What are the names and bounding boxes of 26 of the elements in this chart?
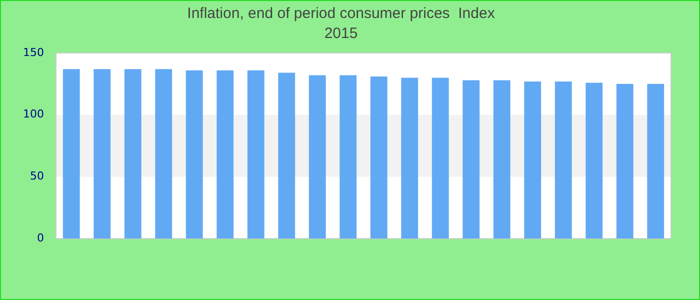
y-tick-label: 100 [22,108,44,121]
y-tick-label: 0 [36,231,44,244]
bar [432,78,449,239]
bar [216,70,234,239]
bar [493,80,510,239]
bar [616,84,634,239]
bar [586,82,603,239]
bar [340,75,357,239]
bar [155,69,172,239]
chart-subtitle: 2015 [324,25,358,42]
bar [62,69,80,239]
bar [524,81,542,239]
bar [308,75,326,239]
bar [186,70,203,239]
bar [462,80,480,239]
y-tick-label: 150 [22,46,44,59]
bar [554,81,572,239]
bar [278,72,296,239]
bar [647,84,664,239]
bar [124,69,142,239]
chart-title: Inflation, end of period consumer prices Index [187,5,496,22]
bar [94,69,111,239]
bar [247,70,264,239]
bar [401,78,418,239]
bar [370,76,388,239]
y-tick-label: 50 [30,170,44,183]
